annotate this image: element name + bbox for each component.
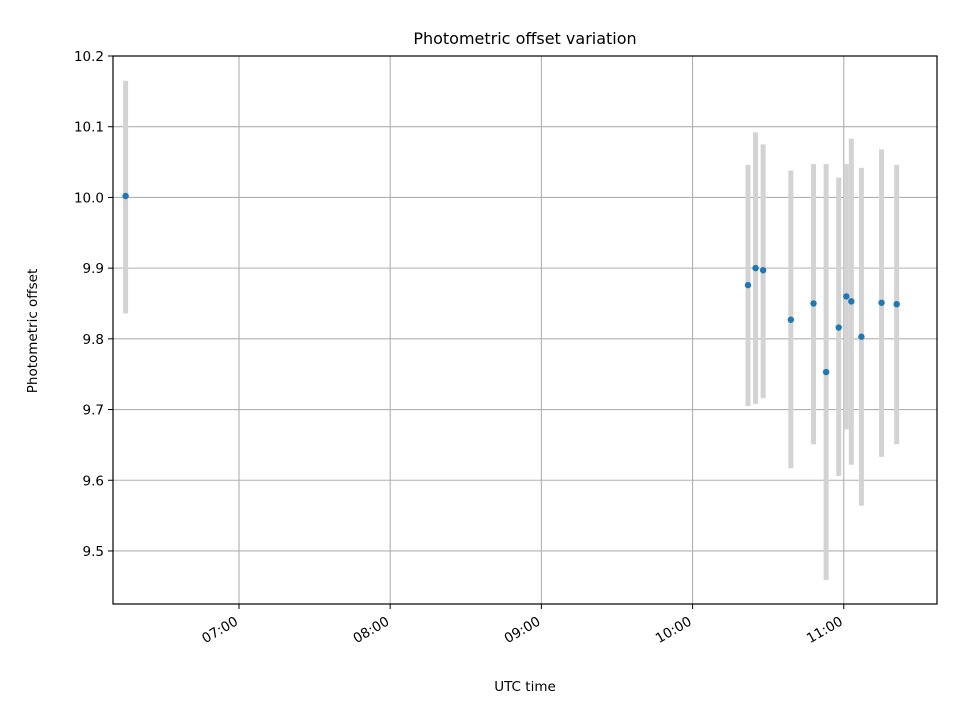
y-tick-label: 9.6 xyxy=(83,473,104,489)
data-point xyxy=(744,281,752,289)
chart-title: Photometric offset variation xyxy=(413,29,636,48)
data-point xyxy=(822,368,830,376)
y-tick-label: 9.8 xyxy=(83,332,104,348)
data-point xyxy=(843,293,850,300)
y-tick-label: 10.0 xyxy=(74,190,104,206)
grid xyxy=(113,55,937,604)
y-axis-ticks: 9.5 9.6 9.7 9.8 9.9 10.0 10.1 10.2 xyxy=(74,49,113,560)
x-axis-label: UTC time xyxy=(494,679,556,695)
data-points xyxy=(122,192,900,376)
y-tick-label: 9.5 xyxy=(83,544,104,560)
data-point xyxy=(878,299,885,306)
y-tick-label: 10.1 xyxy=(74,120,104,136)
data-point xyxy=(759,267,767,274)
data-point xyxy=(810,300,817,307)
data-point xyxy=(858,333,865,340)
y-tick-label: 9.7 xyxy=(83,403,104,419)
data-point xyxy=(848,298,855,305)
plot-frame xyxy=(112,55,938,605)
y-axis-label: Photometric offset xyxy=(25,269,41,393)
data-point xyxy=(122,192,129,200)
y-tick-label: 9.9 xyxy=(83,261,104,277)
y-tick-label: 10.2 xyxy=(74,49,104,65)
data-point xyxy=(893,300,900,308)
data-point xyxy=(787,316,795,323)
data-point xyxy=(752,264,759,272)
data-point xyxy=(835,324,842,331)
